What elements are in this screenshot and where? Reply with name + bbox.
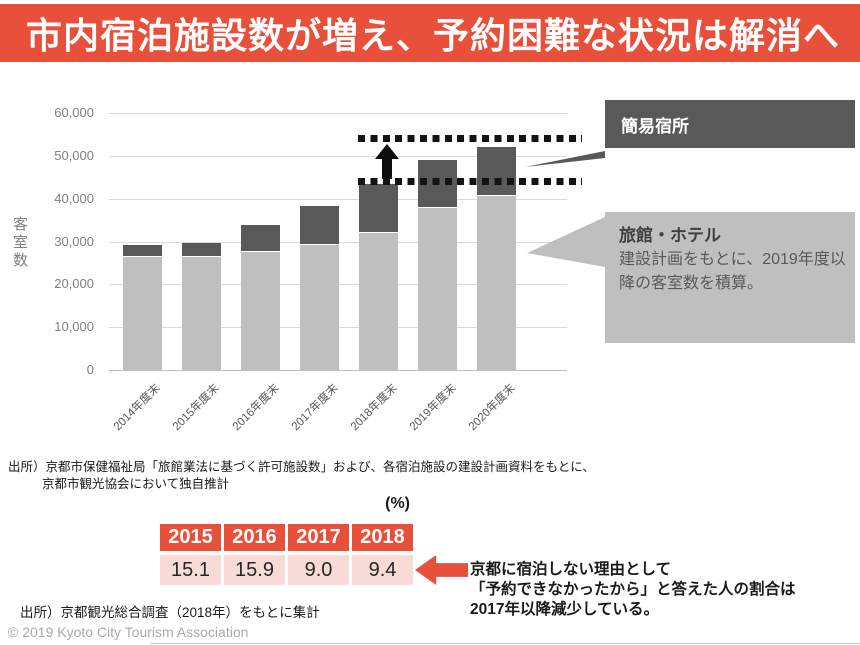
- y-tick-label: 30,000: [54, 233, 94, 249]
- table-header-2017: 2017: [288, 524, 349, 551]
- x-tick-label: 2017年度末: [289, 382, 341, 434]
- bar-2015年度末-simple: [182, 243, 222, 258]
- bar-2018年度末-hotel: [359, 233, 399, 370]
- bar-2016年度末-simple: [241, 224, 281, 253]
- note-line3: 2017年以降減少している。: [470, 601, 660, 618]
- note-line2: 「予約できなかったから」と答えた人の割合は: [470, 581, 796, 598]
- bar-2014年度末-hotel: [123, 257, 162, 370]
- bar-2017年度末-hotel: [300, 245, 340, 370]
- table-value-2018: 9.4: [352, 555, 413, 585]
- bar-2015年度末-hotel: [182, 257, 222, 370]
- gridline-50,000: [109, 155, 567, 157]
- table-value-2016: 15.9: [224, 555, 285, 585]
- dotted-line-lower: [358, 177, 582, 185]
- table-value-2015: 15.1: [160, 555, 221, 585]
- callout-ryokan-hotel-title: 旅館・ホテル: [619, 226, 721, 245]
- page-title: 市内宿泊施設数が増え、予約困難な状況は解消へ: [26, 15, 841, 56]
- gridline-60,000: [109, 113, 567, 114]
- bar-2017年度末-simple: [300, 206, 340, 246]
- y-tick-label: 40,000: [54, 190, 94, 206]
- note-text: 京都に宿泊しない理由として 「予約できなかったから」と答えた人の割合は 2017…: [470, 560, 796, 620]
- table-unit-label: (%): [385, 495, 410, 512]
- bar-2019年度末-hotel: [418, 208, 458, 370]
- callout-simple-lodging-label: 簡易宿所: [621, 116, 689, 136]
- dotted-line-upper: [358, 135, 582, 143]
- ratio-table: 2015 2016 2017 2018 15.1 15.9 9.0 9.4: [160, 524, 413, 585]
- x-tick-label: 2014年度末: [112, 382, 164, 434]
- bar-2018年度末-simple: [359, 183, 399, 234]
- bar-2020年度末-hotel: [477, 195, 517, 370]
- chart-source-text: 出所）京都市保健福祉局「旅館業法に基づく許可施設数」および、各宿泊施設の建設計画…: [8, 459, 595, 493]
- x-axis-line: [109, 370, 567, 371]
- bar-2014年度末-simple: [123, 244, 162, 258]
- increase-arrow-shaft: [382, 158, 392, 179]
- table-header-2015: 2015: [160, 524, 221, 551]
- table-value-2017: 9.0: [288, 555, 349, 585]
- x-tick-label: 2015年度末: [171, 382, 223, 434]
- callout-ryokan-hotel-body: 建設計画をもとに、2019年度以降の客室数を積算。: [619, 251, 846, 292]
- increase-arrow-icon: [375, 144, 399, 159]
- bottom-divider: [150, 643, 860, 644]
- x-tick-label: 2018年度末: [348, 382, 400, 434]
- callout-simple-lodging: 簡易宿所: [605, 100, 855, 148]
- x-tick-label: 2019年度末: [407, 382, 459, 434]
- bar-2020年度末-simple: [477, 146, 517, 196]
- chart-source-line1: 出所）京都市保健福祉局「旅館業法に基づく許可施設数」および、各宿泊施設の建設計画…: [8, 460, 595, 474]
- x-tick-label: 2016年度末: [230, 382, 282, 434]
- callout-ryokan-hotel: 旅館・ホテル 建設計画をもとに、2019年度以降の客室数を積算。: [605, 212, 855, 343]
- x-tick-label: 2020年度末: [466, 382, 518, 434]
- y-tick-label: 50,000: [54, 147, 94, 163]
- chart-source-line2: 京都市観光協会において独自推計: [42, 477, 230, 491]
- y-tick-label: 20,000: [54, 276, 94, 292]
- y-tick-label: 10,000: [54, 319, 94, 335]
- y-tick-label: 60,000: [54, 105, 94, 120]
- copyright-text: © 2019 Kyoto City Tourism Association: [8, 624, 249, 640]
- table-header-2016: 2016: [224, 524, 285, 551]
- table-header-2018: 2018: [352, 524, 413, 551]
- bar-2016年度末-hotel: [241, 252, 281, 370]
- header-banner: 市内宿泊施設数が増え、予約困難な状況は解消へ: [0, 4, 860, 62]
- note-line1: 京都に宿泊しない理由として: [470, 561, 672, 578]
- y-tick-label: 0: [86, 362, 94, 377]
- table-source-text: 出所）京都観光総合調査（2018年）をもとに集計: [20, 605, 320, 620]
- gridline-40,000: [109, 198, 567, 200]
- y-axis-title: 客室数: [11, 216, 28, 270]
